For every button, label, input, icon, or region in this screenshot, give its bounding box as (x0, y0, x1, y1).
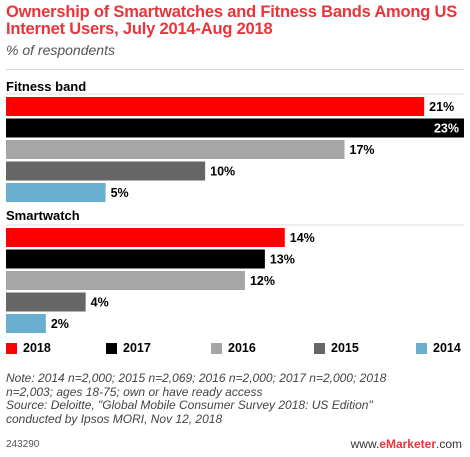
legend-item-2017: 2017 (106, 341, 151, 355)
brand-name: eMarketer (379, 437, 436, 451)
bar-fitness-band-2017 (6, 118, 464, 138)
data-label-smartwatch-2017: 13% (270, 253, 295, 267)
legend-label-2016: 2016 (228, 341, 256, 355)
data-label-fitness-band-2018: 21% (429, 100, 454, 114)
legend-label-2014: 2014 (433, 341, 461, 355)
brand-prefix: www. (350, 437, 380, 451)
legend-swatch-2018 (6, 342, 17, 354)
legend-item-2018: 2018 (6, 341, 51, 355)
source-line-2: conducted by Ipsos MORI, Nov 12, 2018 (6, 411, 223, 426)
chart-title: Ownership of Smartwatches and Fitness Ba… (6, 3, 458, 38)
bar-fitness-band-2016 (6, 140, 345, 159)
group-label-smartwatch: Smartwatch (6, 208, 80, 223)
legend-swatch-2015 (314, 342, 325, 354)
bar-fitness-band-2015 (6, 161, 206, 181)
bar-smartwatch-2018 (6, 228, 285, 247)
bar-smartwatch-2014 (6, 314, 46, 333)
legend-swatch-2017 (106, 342, 117, 354)
group-label-fitness-band: Fitness band (6, 79, 87, 94)
title-divider (6, 69, 464, 70)
chart-subtitle: % of respondents (6, 42, 115, 58)
legend-label-2018: 2018 (23, 341, 51, 355)
bar-smartwatch-2015 (6, 292, 86, 312)
source-line-1: Source: Deloitte, "Global Mobile Consume… (6, 398, 373, 412)
chart-legend: 2018 2017 2016 2015 2014 (6, 341, 466, 361)
legend-item-2015: 2015 (314, 341, 359, 355)
data-label-fitness-band-2017: 23% (434, 122, 459, 136)
bar-smartwatch-2017 (6, 249, 265, 269)
legend-item-2016: 2016 (211, 341, 256, 355)
note-line-1: Note: 2014 n=2,000; 2015 n=2,069; 2016 n… (6, 371, 387, 385)
data-label-smartwatch-2015: 4% (91, 296, 109, 310)
data-label-fitness-band-2014: 5% (111, 186, 129, 200)
bar-chart: 21% 23% 17% 10% 5% 14% 13% 12% 4% 2% (6, 93, 464, 333)
note-line-2: n=2,003; ages 18-75; own or have ready a… (6, 384, 263, 399)
legend-label-2017: 2017 (123, 341, 151, 355)
legend-swatch-2016 (211, 342, 222, 354)
bar-fitness-band-2014 (6, 183, 106, 202)
bar-fitness-band-2018 (6, 97, 425, 116)
legend-swatch-2014 (416, 342, 427, 354)
data-label-fitness-band-2015: 10% (210, 165, 235, 179)
brand-logo: www.eMarketer.com (351, 437, 462, 451)
data-label-smartwatch-2016: 12% (250, 274, 275, 288)
brand-suffix: .com (435, 437, 462, 451)
data-label-fitness-band-2016: 17% (350, 143, 375, 157)
legend-label-2015: 2015 (331, 341, 359, 355)
data-label-smartwatch-2018: 14% (290, 231, 315, 245)
data-label-smartwatch-2014: 2% (51, 317, 69, 331)
legend-item-2014: 2014 (416, 341, 461, 355)
chart-notes: Note: 2014 n=2,000; 2015 n=2,069; 2016 n… (6, 371, 466, 426)
chart-id: 243290 (6, 439, 40, 450)
bar-smartwatch-2016 (6, 271, 245, 290)
